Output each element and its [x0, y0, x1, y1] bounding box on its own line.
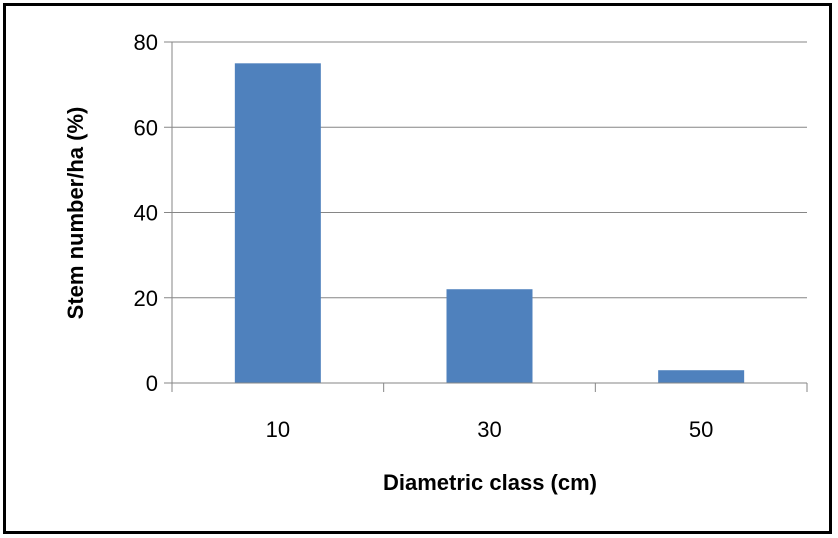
y-tick-labels: 0 20 40 60 80 — [134, 30, 158, 396]
bar-10 — [234, 63, 321, 383]
bar-50 — [658, 370, 745, 383]
y-tick-label: 80 — [134, 30, 158, 55]
x-tick-labels: 10 30 50 — [266, 417, 714, 442]
x-axis-title: Diametric class (cm) — [383, 470, 597, 495]
chart-frame — [3, 3, 832, 534]
y-tick-label: 0 — [146, 371, 158, 396]
bars — [234, 63, 745, 383]
y-tick-label: 40 — [134, 201, 158, 226]
axes — [171, 42, 808, 392]
y-tick-label: 60 — [134, 115, 158, 140]
x-tick-label: 50 — [689, 417, 713, 442]
y-axis-title: Stem number/ha (%) — [63, 107, 88, 320]
x-tick-label: 30 — [477, 417, 501, 442]
bar-30 — [446, 289, 533, 383]
y-tick-label: 20 — [134, 286, 158, 311]
x-tick-label: 10 — [266, 417, 290, 442]
